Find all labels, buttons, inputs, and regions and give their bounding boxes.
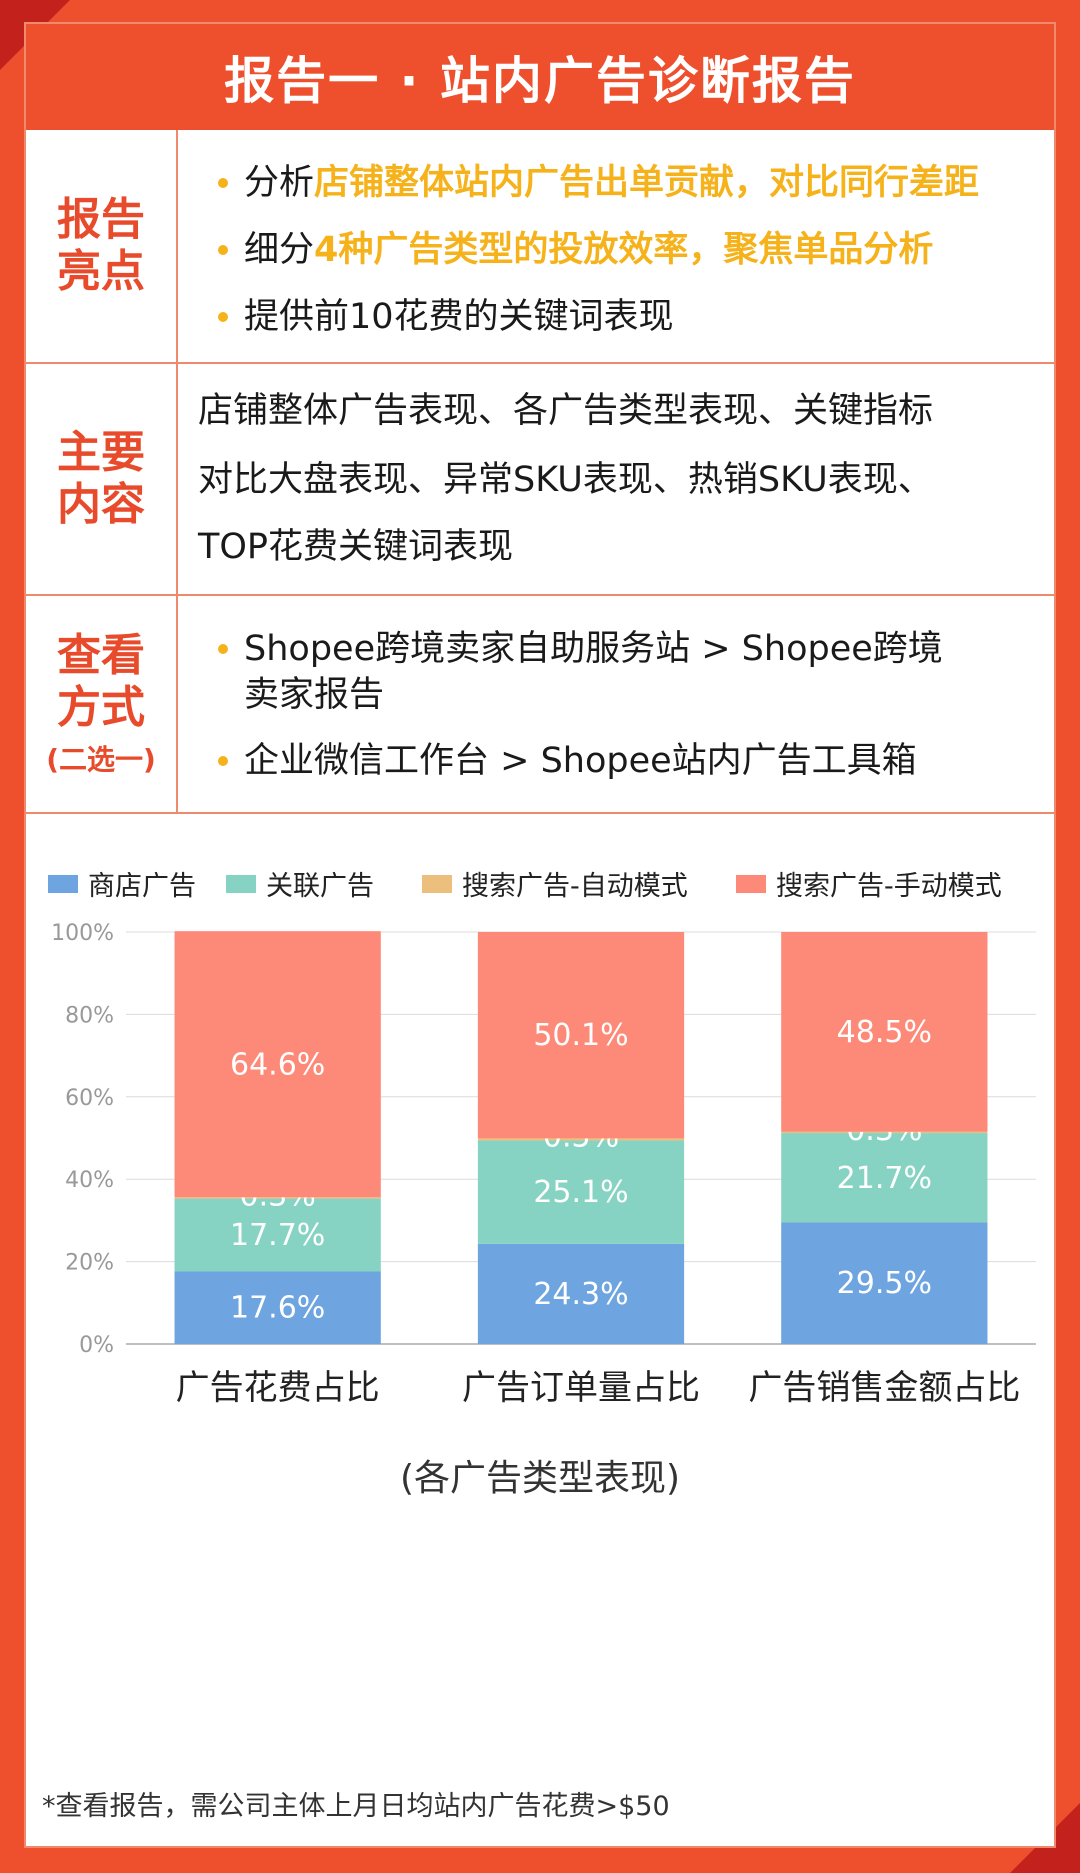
x-tick-label: 广告花费占比 — [176, 1368, 380, 1408]
legend-label: 关联广告 — [266, 871, 374, 902]
main-content-label-line1: 主要 — [57, 427, 145, 478]
legend-item: 搜索广告-手动模式 — [736, 864, 1002, 903]
chart-area: 商店广告 关联广告 搜索广告-自动模式 搜索广告-手动模式 0% 20% 40% 60… — [26, 814, 1054, 1574]
highlight-prefix: 分析 — [244, 163, 315, 203]
bar-segment — [174, 1271, 381, 1344]
highlight-text: 4种广告类型的投放效率，聚焦单品分析 — [314, 230, 934, 270]
data-label: 17.7% — [230, 1218, 325, 1253]
bar-segment — [781, 1133, 988, 1223]
page-title-text: 报告一 · 站内广告诊断报告 — [224, 52, 856, 110]
list-item: Shopee跨境卖家自助服务站 > Shopee跨境 卖家报告 — [218, 626, 943, 718]
bar-segment — [477, 1243, 685, 1344]
y-tick-label: 100% — [51, 921, 114, 946]
legend-item: 商店广告 — [48, 864, 196, 903]
bar-segment — [174, 931, 381, 1198]
access-label: 查看 方式 (二选一) — [26, 596, 178, 812]
access-item-line1: Shopee跨境卖家自助服务站 > Shopee跨境 — [244, 629, 943, 669]
stacked-bar-chart: 0%20%40%60%80%100%17.6%17.7%0.3%64.6%广告花… — [51, 921, 1036, 1408]
footnote: *查看报告，需公司主体上月日均站内广告花费>$50 — [42, 1791, 670, 1822]
y-tick-label: 20% — [65, 1251, 114, 1276]
bar-segment — [477, 1138, 685, 1141]
highlight-prefix: 细分 — [244, 230, 315, 270]
legend-label: 搜索广告-自动模式 — [462, 871, 688, 902]
legend-swatch — [736, 874, 766, 893]
data-label: 50.1% — [533, 1018, 628, 1053]
highlight-text: 店铺整体站内广告出单贡献，对比同行差距 — [314, 163, 980, 203]
data-label: 29.5% — [837, 1266, 932, 1301]
legend-swatch — [226, 874, 256, 893]
data-label: 21.7% — [837, 1161, 932, 1196]
list-item: 企业微信工作台 > Shopee站内广告工具箱 — [218, 738, 917, 784]
highlights-label-line1: 报告 — [57, 194, 145, 245]
list-item: 分析店铺整体站内广告出单贡献，对比同行差距 — [218, 160, 979, 206]
bar-segment — [781, 932, 988, 1132]
chart-caption: (各广告类型表现) — [399, 1458, 681, 1499]
bar-segment — [174, 1198, 381, 1272]
legend-item: 搜索广告-自动模式 — [422, 864, 688, 903]
bar-segment — [477, 932, 685, 1139]
legend-label: 商店广告 — [88, 871, 196, 902]
x-tick-label: 广告订单量占比 — [462, 1368, 700, 1408]
main-content-label: 主要 内容 — [26, 364, 178, 594]
bar-segment — [781, 1131, 988, 1134]
content-line: TOP花费关键词表现 — [198, 527, 514, 567]
list-item: 细分4种广告类型的投放效率，聚焦单品分析 — [218, 227, 933, 273]
legend-label: 搜索广告-手动模式 — [776, 871, 1002, 902]
x-tick-label: 广告销售金额占比 — [748, 1368, 1020, 1408]
main-content-text: 店铺整体广告表现、各广告类型表现、关键指标 对比大盘表现、异常SKU表现、热销S… — [178, 364, 1054, 594]
highlights-content: 分析店铺整体站内广告出单贡献，对比同行差距 细分4种广告类型的投放效率，聚焦单品… — [178, 130, 1054, 362]
highlights-label: 报告 亮点 — [26, 130, 178, 362]
highlights-label-line2: 亮点 — [57, 246, 145, 297]
legend-item: 关联广告 — [226, 864, 374, 903]
access-label-line1: 查看 — [57, 630, 145, 681]
main-content-label-line2: 内容 — [57, 479, 145, 530]
y-tick-label: 40% — [65, 1168, 114, 1193]
data-label: 64.6% — [230, 1047, 325, 1082]
list-item: 提供前10花费的关键词表现 — [218, 294, 674, 340]
bar-segment — [781, 1222, 988, 1344]
y-tick-label: 60% — [65, 1086, 114, 1111]
access-item-line1: 企业微信工作台 > Shopee站内广告工具箱 — [244, 741, 917, 781]
content-line: 店铺整体广告表现、各广告类型表现、关键指标 — [198, 391, 934, 431]
y-tick-label: 0% — [79, 1333, 114, 1358]
bar-segment — [477, 1140, 685, 1244]
access-label-sub: (二选一) — [46, 743, 156, 776]
content-line: 对比大盘表现、异常SKU表现、热销SKU表现、 — [198, 460, 933, 500]
access-item-line2: 卖家报告 — [244, 675, 385, 715]
highlight-prefix: 提供前10花费的关键词表现 — [244, 297, 674, 337]
data-label: 48.5% — [837, 1015, 932, 1050]
access-section: 查看 方式 (二选一) Shopee跨境卖家自助服务站 > Shopee跨境 卖… — [26, 596, 1054, 814]
y-tick-label: 80% — [65, 1003, 114, 1028]
access-label-line2: 方式 — [57, 682, 145, 733]
legend-swatch — [48, 874, 78, 893]
data-label: 17.6% — [230, 1291, 325, 1326]
legend-swatch — [422, 874, 452, 893]
page-title: 报告一 · 站内广告诊断报告 — [26, 24, 1054, 130]
data-label: 25.1% — [533, 1175, 628, 1210]
bar-segment — [174, 1197, 381, 1199]
main-content-section: 主要 内容 店铺整体广告表现、各广告类型表现、关键指标 对比大盘表现、异常SKU… — [26, 364, 1054, 596]
report-card: 报告一 · 站内广告诊断报告 报告 亮点 分析店铺整体站内广告出单贡献，对比同行… — [24, 22, 1056, 1848]
highlights-section: 报告 亮点 分析店铺整体站内广告出单贡献，对比同行差距 细分4种广告类型的投放效… — [26, 130, 1054, 364]
access-content: Shopee跨境卖家自助服务站 > Shopee跨境 卖家报告 企业微信工作台 … — [178, 596, 1054, 812]
data-label: 24.3% — [533, 1277, 628, 1312]
